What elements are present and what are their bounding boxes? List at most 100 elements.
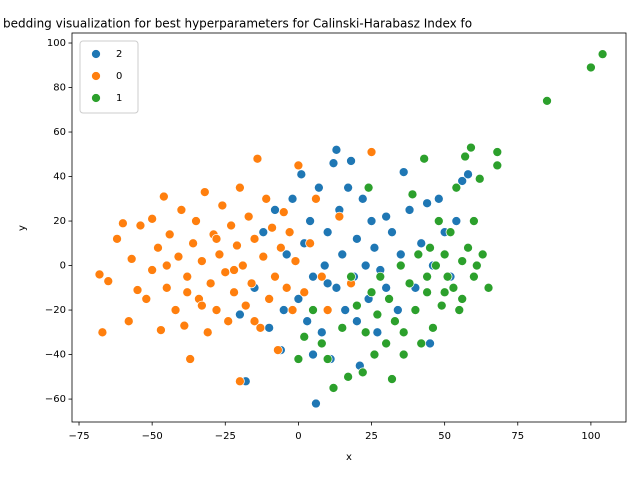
- legend-marker: [91, 93, 101, 103]
- point: [422, 287, 432, 298]
- point: [197, 300, 207, 311]
- point: [392, 305, 403, 315]
- x-axis-label: x: [346, 452, 352, 463]
- point: [217, 200, 228, 211]
- point: [287, 193, 298, 204]
- legend-label: 2: [116, 49, 122, 60]
- point: [398, 349, 409, 360]
- point: [433, 193, 444, 204]
- point: [369, 242, 380, 253]
- point: [199, 187, 210, 197]
- point: [249, 233, 260, 244]
- point: [287, 305, 298, 315]
- point: [360, 327, 371, 338]
- point: [439, 287, 450, 298]
- point: [123, 316, 134, 327]
- y-tick-label: 0: [60, 261, 66, 272]
- point: [235, 182, 245, 193]
- point: [366, 287, 377, 298]
- point: [214, 249, 225, 260]
- point: [255, 323, 266, 333]
- point: [416, 338, 427, 349]
- point: [223, 316, 234, 327]
- point: [390, 316, 400, 327]
- point: [311, 193, 321, 204]
- point: [387, 227, 397, 238]
- point: [337, 249, 348, 260]
- point: [270, 205, 280, 215]
- point: [308, 305, 318, 315]
- point: [398, 327, 409, 338]
- point: [422, 271, 432, 282]
- point: [267, 222, 277, 233]
- point: [428, 323, 438, 333]
- point: [416, 238, 427, 249]
- plot-area: [94, 49, 608, 409]
- point: [284, 227, 295, 238]
- y-tick-label: 100: [47, 38, 66, 49]
- point: [226, 220, 236, 231]
- point: [141, 294, 152, 304]
- point: [264, 323, 274, 333]
- point: [346, 271, 356, 282]
- point: [191, 216, 201, 226]
- point: [275, 242, 286, 253]
- point: [369, 349, 380, 360]
- point: [407, 189, 418, 200]
- point: [322, 305, 333, 315]
- point: [270, 271, 280, 282]
- point: [153, 242, 163, 253]
- point: [135, 220, 146, 231]
- y-tick-label: 40: [53, 172, 66, 183]
- point: [296, 169, 307, 180]
- point: [398, 167, 409, 177]
- point: [308, 349, 318, 360]
- y-axis-label: y: [17, 225, 28, 231]
- point: [404, 205, 415, 215]
- point: [463, 169, 473, 180]
- x-tick-label: 0: [295, 431, 301, 442]
- point: [161, 282, 172, 293]
- point: [343, 182, 353, 193]
- point: [460, 151, 470, 162]
- point: [413, 249, 424, 260]
- point: [232, 240, 242, 251]
- point: [425, 338, 435, 349]
- point: [170, 305, 181, 315]
- point: [211, 305, 222, 315]
- point: [322, 278, 333, 289]
- point: [357, 367, 368, 378]
- point: [197, 256, 207, 266]
- point: [542, 96, 552, 106]
- point: [299, 287, 310, 298]
- axes-frame: [71, 32, 627, 423]
- point: [252, 153, 263, 164]
- point: [469, 216, 479, 226]
- point: [281, 282, 292, 293]
- point: [425, 242, 435, 253]
- point: [132, 285, 143, 295]
- point: [451, 182, 462, 193]
- point: [229, 287, 239, 298]
- point: [220, 267, 231, 278]
- point: [451, 216, 462, 226]
- x-tick-label: 100: [581, 431, 600, 442]
- point: [360, 260, 371, 271]
- point: [182, 271, 193, 282]
- point: [94, 269, 105, 280]
- point: [305, 216, 315, 226]
- point: [395, 249, 406, 260]
- point: [404, 278, 415, 289]
- point: [433, 216, 444, 226]
- point: [334, 211, 345, 222]
- point: [366, 216, 377, 226]
- point: [235, 376, 245, 387]
- y-tick-label: 60: [53, 127, 66, 138]
- point: [240, 300, 251, 311]
- point: [158, 191, 169, 202]
- x-tick-label: 50: [438, 431, 451, 442]
- point: [258, 227, 269, 238]
- point: [457, 256, 468, 266]
- x-tick-label: −75: [68, 431, 89, 442]
- point: [322, 354, 333, 364]
